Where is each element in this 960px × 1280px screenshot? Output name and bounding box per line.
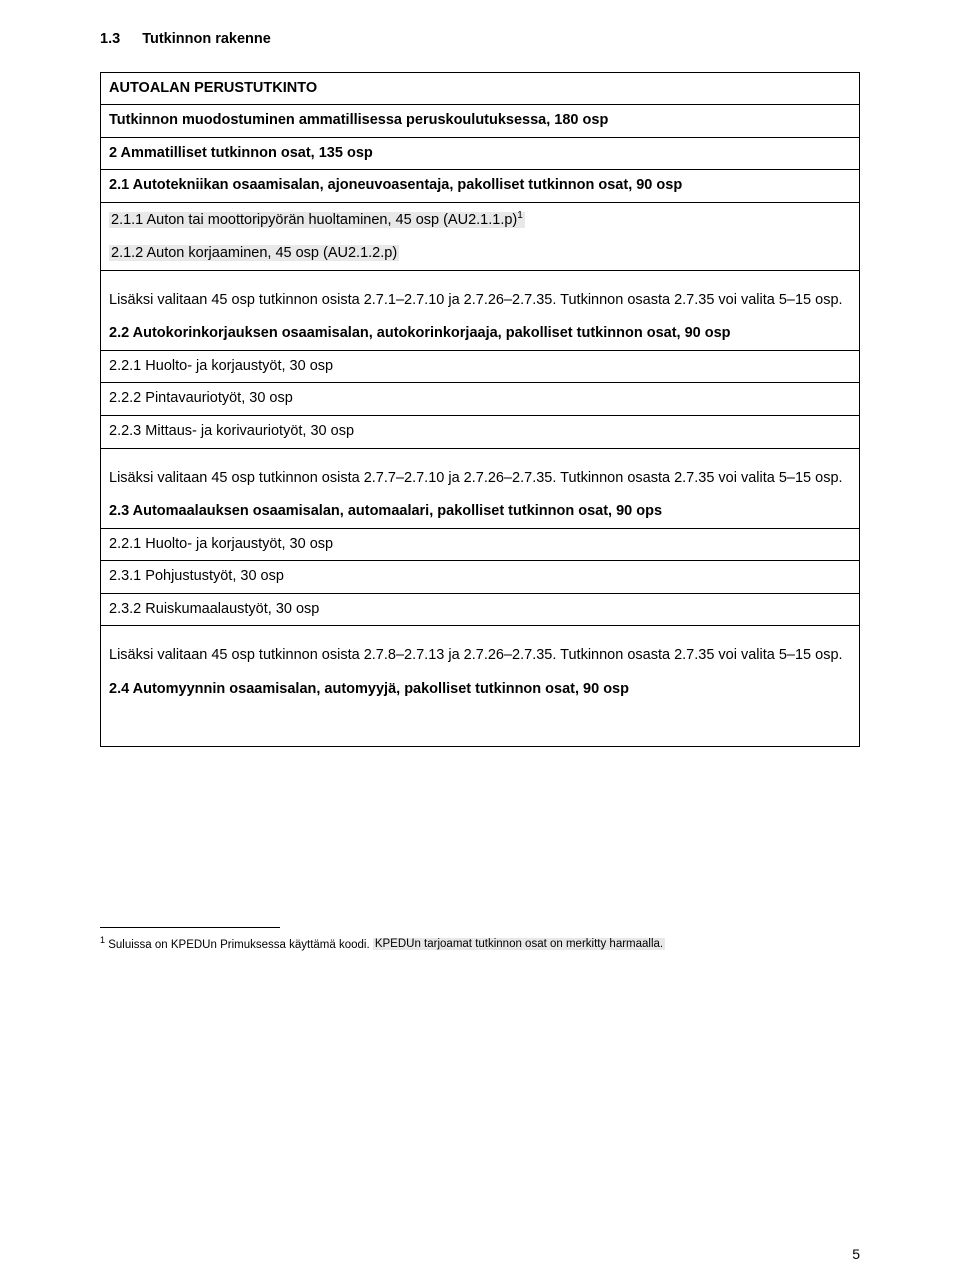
course-item: 2.1.1 Auton tai moottoripyörän huoltamin… <box>109 212 525 228</box>
table-row: Tutkinnon muodostuminen ammatillisessa p… <box>101 105 860 138</box>
info-text: Lisäksi valitaan 45 osp tutkinnon osista… <box>109 646 851 666</box>
footnote-marker: 1 <box>100 935 105 945</box>
table-row: 2 Ammatilliset tutkinnon osat, 135 osp <box>101 137 860 170</box>
course-item: 2.1.2 Auton korjaaminen, 45 osp (AU2.1.2… <box>109 245 399 261</box>
table-row: 2.2.2 Pintavauriotyöt, 30 osp <box>101 383 860 416</box>
subheading: 2.3 Automaalauksen osaamisalan, automaal… <box>109 502 851 522</box>
table-row: 2.1 Autotekniikan osaamisalan, ajoneuvoa… <box>101 170 860 203</box>
subheading: 2.2 Autokorinkorjauksen osaamisalan, aut… <box>109 324 851 344</box>
structure-table: AUTOALAN PERUSTUTKINTO Tutkinnon muodost… <box>100 72 860 747</box>
section-number: 1.3 <box>100 30 120 50</box>
table-row: Lisäksi valitaan 45 osp tutkinnon osista… <box>101 448 860 528</box>
footnote-text-a: Suluissa on KPEDUn Primuksessa käyttämä … <box>108 938 373 950</box>
table-row: 2.3.1 Pohjustustyöt, 30 osp <box>101 561 860 594</box>
table-row: 2.2.3 Mittaus- ja korivauriotyöt, 30 osp <box>101 416 860 449</box>
info-text: Lisäksi valitaan 45 osp tutkinnon osista… <box>109 469 851 489</box>
section-heading: 1.3 Tutkinnon rakenne <box>100 30 860 50</box>
subheading: 2.4 Automyynnin osaamisalan, automyyjä, … <box>109 680 851 700</box>
footnote: 1 Suluissa on KPEDUn Primuksessa käyttäm… <box>100 934 860 953</box>
table-row: 2.1.1 Auton tai moottoripyörän huoltamin… <box>101 202 860 270</box>
table-row: Lisäksi valitaan 45 osp tutkinnon osista… <box>101 270 860 350</box>
info-text: Lisäksi valitaan 45 osp tutkinnon osista… <box>109 291 851 311</box>
page-number: 5 <box>852 1245 860 1264</box>
table-row: Lisäksi valitaan 45 osp tutkinnon osista… <box>101 626 860 746</box>
table-row: 2.3.2 Ruiskumaalaustyöt, 30 osp <box>101 593 860 626</box>
footnote-rule <box>100 927 280 928</box>
table-row: AUTOALAN PERUSTUTKINTO <box>101 72 860 105</box>
footnote-text-b: KPEDUn tarjoamat tutkinnon osat on merki… <box>373 938 665 950</box>
table-row: 2.2.1 Huolto- ja korjaustyöt, 30 osp <box>101 528 860 561</box>
table-row: 2.2.1 Huolto- ja korjaustyöt, 30 osp <box>101 350 860 383</box>
section-title: Tutkinnon rakenne <box>142 31 271 47</box>
